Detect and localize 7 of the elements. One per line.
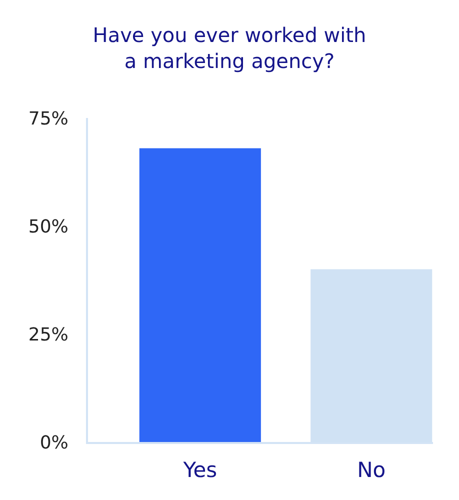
x-tick-label: Yes [182,458,218,482]
y-tick-label: 50% [28,216,68,238]
y-tick-label: 75% [28,108,68,130]
x-tick-label: No [357,458,386,482]
y-tick-label: 0% [40,432,68,454]
chart-title: Have you ever worked with a marketing agency? [92,23,366,73]
y-tick-label: 25% [28,324,68,346]
